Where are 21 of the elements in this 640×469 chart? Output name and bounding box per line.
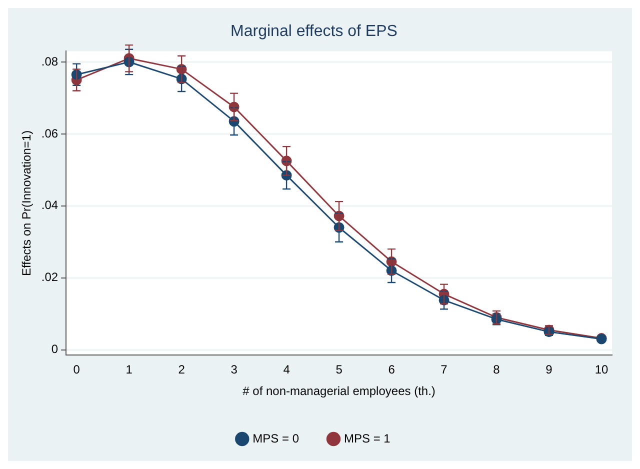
legend-label: MPS = 0 — [252, 431, 300, 446]
legend-label: MPS = 1 — [344, 431, 391, 446]
y-tick-label: .06 — [41, 126, 58, 140]
x-tick-label: 3 — [230, 362, 238, 377]
y-axis-title: Effects on Pr(Innovation=1) — [20, 130, 34, 276]
x-tick-label: 7 — [440, 362, 448, 377]
x-tick-label: 9 — [546, 362, 553, 377]
x-tick-label: 4 — [283, 362, 290, 377]
x-tick-label: 0 — [73, 362, 80, 377]
y-tick-label: .04 — [41, 198, 58, 212]
y-tick-label: 0 — [51, 342, 58, 356]
y-tick-label: .08 — [41, 54, 58, 68]
x-axis-title: # of non-managerial employees (th.) — [242, 384, 436, 398]
x-tick-label: 8 — [493, 362, 500, 377]
x-tick-label: 10 — [594, 362, 608, 377]
x-tick-label: 2 — [178, 362, 186, 377]
x-tick-label: 1 — [126, 362, 133, 377]
x-tick-label: 5 — [336, 362, 343, 377]
chart-title: Marginal effects of EPS — [230, 23, 398, 40]
x-tick-label: 6 — [388, 362, 396, 377]
y-tick-label: .02 — [41, 270, 58, 284]
